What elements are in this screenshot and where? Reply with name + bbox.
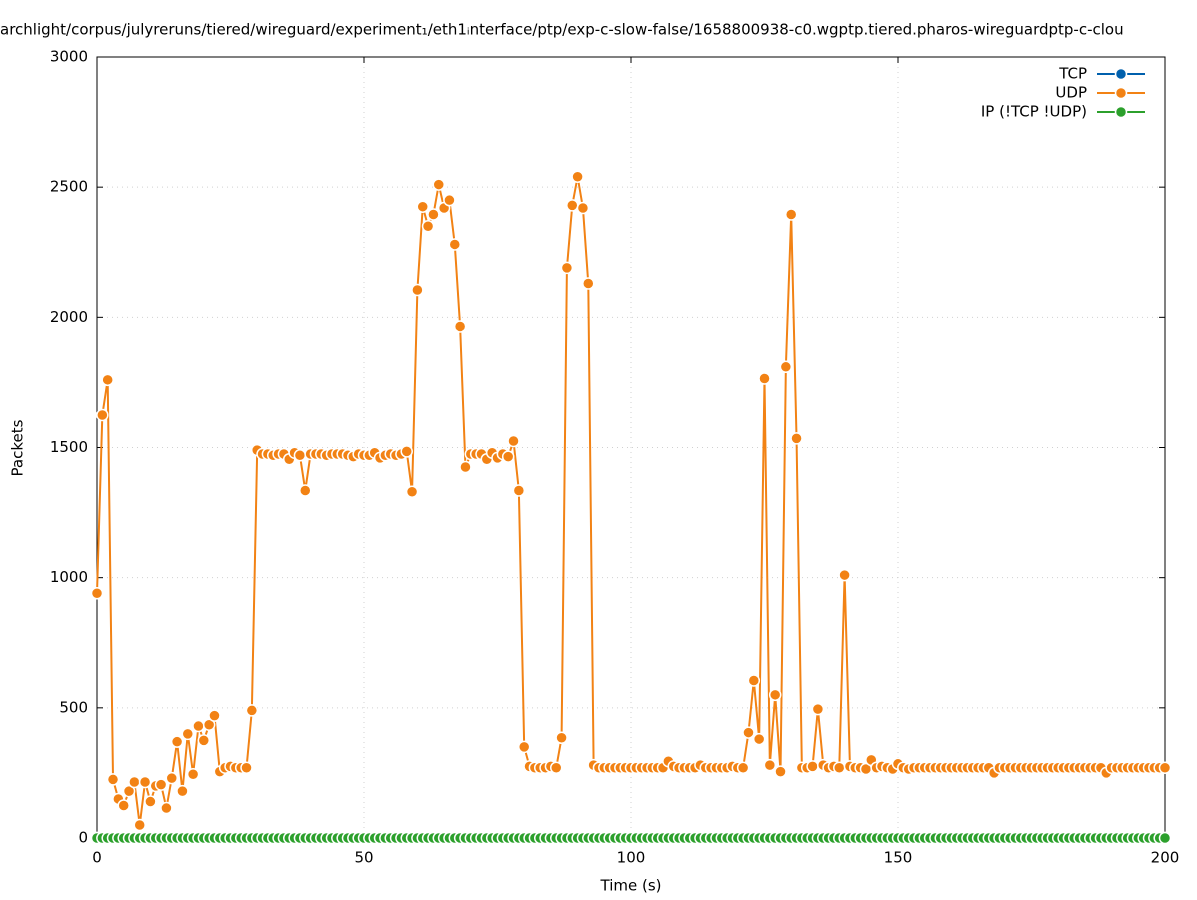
- data-point: [176, 784, 189, 798]
- data-point: [774, 765, 787, 778]
- legend-marker: [1114, 67, 1128, 81]
- data-point: [192, 719, 205, 733]
- x-axis-label: Time (s): [600, 877, 662, 895]
- data-point: [512, 484, 526, 497]
- data-point: [758, 372, 771, 385]
- x-tick-label: 150: [884, 849, 913, 867]
- data-point: [517, 740, 531, 754]
- legend-marker: [1114, 105, 1128, 119]
- data-point: [400, 445, 413, 458]
- y-axis-label: Packets: [9, 419, 27, 476]
- data-point: [833, 761, 846, 774]
- data-point: [790, 432, 803, 445]
- data-point: [154, 778, 168, 791]
- data-point: [763, 758, 777, 772]
- data-point: [560, 261, 574, 275]
- data-point: [122, 784, 136, 798]
- data-point: [806, 760, 819, 773]
- y-tick-label: 2500: [50, 178, 88, 196]
- data-point: [549, 761, 563, 774]
- x-tick-label: 200: [1151, 849, 1180, 867]
- legend-marker: [1114, 86, 1128, 100]
- y-tick-label: 1000: [50, 568, 88, 586]
- data-point: [293, 449, 307, 462]
- legend-label: TCP: [1058, 65, 1087, 83]
- data-point: [566, 199, 579, 212]
- data-point: [170, 735, 184, 748]
- data-point: [453, 320, 467, 333]
- y-tick-label: 3000: [50, 48, 88, 66]
- data-point: [742, 726, 755, 739]
- data-point: [101, 373, 114, 387]
- data-point: [186, 767, 200, 781]
- data-point: [752, 732, 766, 746]
- data-point: [411, 283, 424, 297]
- x-tick-label: 100: [617, 849, 646, 867]
- data-point: [133, 818, 146, 832]
- data-point: [784, 208, 798, 221]
- y-tick-label: 2000: [50, 308, 88, 326]
- data-point: [582, 277, 595, 290]
- data-point: [299, 484, 312, 497]
- data-point: [165, 771, 179, 785]
- data-point: [507, 434, 520, 448]
- data-point: [448, 238, 462, 251]
- data-point: [443, 193, 456, 207]
- y-tick-label: 500: [59, 698, 88, 716]
- data-point: [208, 709, 221, 722]
- data-point: [427, 208, 440, 221]
- data-point: [747, 674, 761, 687]
- data-point: [432, 178, 446, 191]
- y-tick-label: 1500: [50, 438, 88, 456]
- legend-label: IP (!TCP !UDP): [981, 103, 1087, 121]
- data-point: [181, 727, 195, 741]
- data-point: [1158, 831, 1172, 845]
- chart-title: archlight/corpus/julyreruns/tiered/wireg…: [0, 21, 1124, 39]
- data-point: [240, 761, 253, 774]
- data-point: [202, 718, 216, 732]
- data-point: [838, 568, 851, 582]
- legend-label: UDP: [1055, 84, 1087, 102]
- data-point: [576, 201, 590, 215]
- data-point: [555, 731, 568, 745]
- data-point: [459, 460, 472, 474]
- data-point: [138, 775, 152, 789]
- data-point: [1158, 761, 1172, 774]
- data-point: [571, 170, 584, 184]
- y-tick-label: 0: [78, 829, 88, 847]
- data-point: [811, 702, 825, 716]
- data-point: [197, 734, 211, 747]
- data-point: [144, 795, 157, 808]
- x-tick-label: 50: [354, 849, 373, 867]
- data-point: [90, 587, 104, 600]
- data-point: [421, 219, 435, 233]
- data-point: [106, 773, 120, 786]
- data-point: [117, 799, 130, 812]
- data-point: [245, 704, 259, 717]
- data-point: [416, 200, 429, 213]
- data-point: [501, 450, 515, 463]
- data-point: [160, 801, 173, 815]
- data-point: [768, 688, 782, 702]
- data-point: [96, 408, 109, 422]
- x-tick-label: 0: [92, 849, 102, 867]
- data-point: [736, 761, 750, 774]
- data-point: [405, 485, 419, 499]
- data-point: [779, 360, 793, 374]
- data-point: [128, 775, 141, 789]
